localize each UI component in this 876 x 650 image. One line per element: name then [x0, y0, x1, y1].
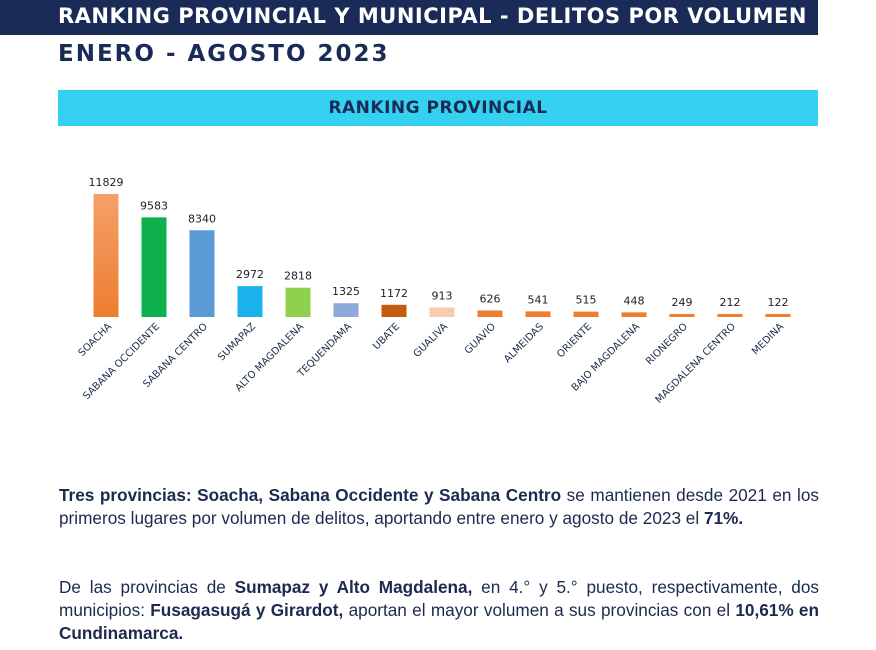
section-title: RANKING PROVINCIAL [328, 98, 548, 118]
data-label: 515 [576, 294, 597, 307]
category-label: SOACHA [77, 321, 115, 359]
bar-sabana-occidente [141, 217, 167, 317]
p2-text2: en 4.° y 5.° puesto, respectivamente, do… [59, 577, 819, 620]
paragraph-summary: Tres provincias: Soacha, Sabana Occident… [59, 484, 819, 530]
bar-tequendama [333, 303, 359, 317]
bar-almeidas [525, 311, 551, 317]
data-label: 1325 [332, 285, 360, 298]
p1-bold: Tres provincias: Soacha, Sabana Occident… [59, 485, 562, 505]
category-label: RIONEGRO [644, 321, 690, 367]
data-label: 541 [528, 293, 549, 306]
bar-bajo-magdalena [621, 312, 647, 317]
data-label: 2818 [284, 270, 312, 283]
data-label: 9583 [140, 199, 168, 212]
p2-bold3: 10,61% en Cundinamarca. [59, 600, 819, 643]
section-banner: RANKING PROVINCIAL [58, 90, 818, 126]
data-label: 913 [432, 290, 453, 303]
category-label: GUAVIO [463, 321, 498, 356]
data-label: 249 [672, 296, 693, 309]
bar-medina [765, 314, 791, 317]
category-label: MEDINA [750, 321, 786, 357]
category-label: MAGDALENA CENTRO [654, 321, 739, 406]
data-label: 1172 [380, 287, 408, 300]
data-label: 122 [768, 296, 789, 309]
bar-magdalena-centro [717, 314, 743, 317]
data-label: 626 [480, 292, 501, 305]
category-label: ALMEIDAS [502, 321, 546, 365]
p2-bold1: Sumapaz y Alto Magdalena, [234, 577, 473, 597]
bar-oriente [573, 311, 599, 317]
p1-pct: 71%. [703, 508, 744, 528]
data-label: 212 [720, 296, 741, 309]
category-label: UBATE [371, 321, 402, 352]
data-label: 448 [624, 294, 645, 307]
bar-gualiva [429, 307, 455, 317]
bar-guavio [477, 310, 503, 317]
page-title: RANKING PROVINCIAL Y MUNICIPAL - DELITOS… [58, 4, 807, 28]
bar-alto-magdalena [285, 287, 311, 317]
bar-ubate [381, 304, 407, 317]
p2-text1: De las provincias de [59, 577, 235, 597]
data-label: 2972 [236, 268, 264, 281]
category-label: SUMAPAZ [216, 321, 258, 363]
bar-sumapaz [237, 286, 263, 317]
category-label: GUALIVA [412, 321, 451, 360]
p2-text3: aportan el mayor volumen a sus provincia… [343, 600, 736, 620]
p2-bold2: Fusagasugá y Girardot, [150, 600, 344, 620]
paragraph-detail: De las provincias de Sumapaz y Alto Magd… [59, 576, 819, 645]
bar-rionegro [669, 314, 695, 317]
p1-text: se mantienen desde 2021 en los primeros … [59, 485, 819, 528]
bar-sabana-centro [189, 230, 215, 317]
data-label: 8340 [188, 212, 216, 225]
title-bar: RANKING PROVINCIAL Y MUNICIPAL - DELITOS… [0, 0, 818, 35]
bar-soacha [93, 194, 119, 317]
category-label: ORIENTE [555, 321, 594, 360]
page-subtitle: ENERO - AGOSTO 2023 [58, 41, 390, 67]
data-label: 11829 [89, 176, 124, 189]
